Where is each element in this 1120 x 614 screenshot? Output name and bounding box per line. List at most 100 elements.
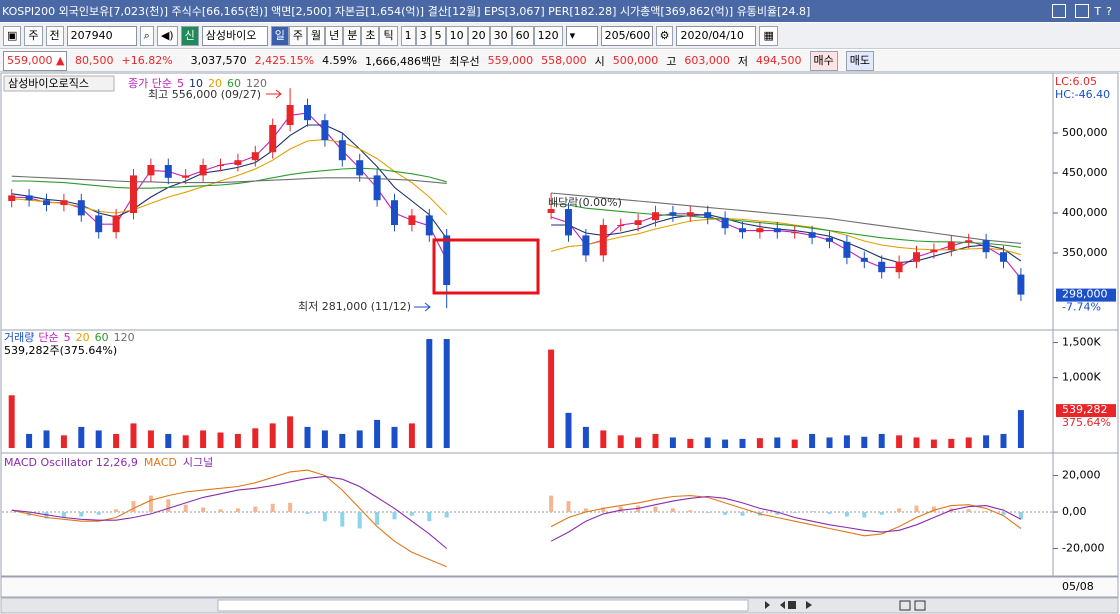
oscillator-bar	[322, 512, 327, 522]
prev-button[interactable]: 전	[45, 25, 64, 46]
volume-bar	[739, 438, 746, 448]
candle-body	[217, 165, 224, 166]
candle-body	[704, 212, 712, 218]
toolbar-button[interactable]: 10	[445, 25, 468, 46]
candle-body	[617, 225, 625, 226]
oscillator-bar	[827, 512, 832, 514]
line	[11, 475, 1022, 549]
oscillator-bar	[253, 506, 258, 513]
candle-body	[199, 165, 207, 176]
legend-item: 시그널	[183, 456, 213, 469]
candle-body	[77, 200, 85, 216]
candle-body	[443, 235, 451, 285]
candle-body	[843, 241, 851, 258]
name-input[interactable]: 삼성바이오	[201, 25, 268, 46]
scroll-thumb[interactable]	[217, 599, 749, 612]
volume-bar	[652, 433, 659, 448]
scroll-buttons[interactable]	[765, 600, 1108, 611]
x-axis-bar	[0, 576, 1119, 598]
y-tick-label: 20,000	[1062, 469, 1101, 482]
oscillator-bar	[61, 512, 66, 518]
candle-body	[408, 215, 416, 225]
volume-bar	[774, 437, 781, 448]
oscillator-bar	[583, 508, 588, 513]
toolbar-button[interactable]: 120	[533, 25, 563, 46]
candle-body	[304, 105, 311, 121]
current-label: 539,282	[1062, 403, 1108, 416]
tool-button[interactable]: ▦	[759, 25, 778, 46]
tool-button[interactable]: ⚙	[655, 25, 674, 46]
date-input[interactable]: 2020/04/10	[676, 25, 757, 46]
volume-bar	[1017, 410, 1024, 448]
toolbar-button[interactable]: 60	[511, 25, 534, 46]
new-tag[interactable]: 신	[180, 25, 199, 46]
toolbar-button[interactable]: 일	[270, 25, 289, 46]
candle-body	[791, 232, 799, 234]
toolbar-button[interactable]: 1	[400, 25, 416, 46]
candle-body	[112, 215, 120, 233]
candle-body	[373, 175, 381, 201]
toolbar-button[interactable]: 분	[343, 25, 362, 46]
candle-body	[930, 249, 938, 253]
price-arrow: ▲	[56, 53, 65, 67]
volume-bar	[687, 438, 694, 448]
candle-body	[1000, 252, 1007, 262]
oscillator-bar	[131, 501, 136, 513]
icon-text[interactable]: ?	[1106, 4, 1112, 18]
candle-body	[8, 195, 16, 201]
candle-body	[686, 212, 694, 216]
arrow	[414, 302, 431, 312]
high: 603,000	[684, 54, 730, 67]
oscillator-bar	[79, 512, 84, 517]
toolbar-button[interactable]: 30	[489, 25, 512, 46]
macd-panel	[2, 469, 1053, 568]
volume-bar	[426, 339, 433, 448]
toolbar-button[interactable]: 초	[361, 25, 380, 46]
code-input[interactable]: 207940	[66, 25, 137, 46]
change: 80,500	[75, 54, 114, 67]
oscillator-bar	[984, 511, 989, 513]
period-select[interactable]: 주	[24, 25, 43, 46]
bid: 558,000	[541, 54, 587, 67]
oscillator-bar	[375, 512, 380, 525]
candle-body	[234, 160, 242, 165]
candle-body	[808, 232, 816, 238]
volume-bar	[635, 437, 642, 448]
volume-bar	[165, 433, 172, 448]
oscillator-bar	[670, 508, 675, 513]
toolbar-button[interactable]: 5	[430, 25, 446, 46]
y-tick-label: 500,000	[1062, 126, 1108, 139]
oscillator-bar	[235, 508, 240, 513]
dropdown[interactable]: ▾	[565, 25, 598, 46]
toolbar-button[interactable]: 틱	[379, 25, 398, 46]
toolbar-button[interactable]: 주	[288, 25, 307, 46]
icon-text[interactable]: T	[1094, 4, 1102, 18]
candle-body	[895, 261, 903, 273]
volume-bar	[339, 433, 346, 448]
title-bar: KOSPI200 외국인보유[7,023(천)] 주식수[66,165(천)] …	[0, 0, 1120, 22]
toolbar-button[interactable]: 20	[467, 25, 490, 46]
icon[interactable]	[1075, 4, 1090, 18]
toolbar-button[interactable]: 년	[325, 25, 344, 46]
toolbar-button[interactable]: 월	[306, 25, 326, 46]
icon[interactable]	[1052, 4, 1067, 18]
volume-bar	[269, 423, 276, 448]
volume-bar	[965, 437, 972, 448]
sound-button[interactable]: ◀)	[156, 25, 178, 46]
oscillator-bar	[897, 508, 902, 513]
y-tick-label: 1,000K	[1062, 371, 1101, 384]
volume-summary: 539,282주(375.64%)	[4, 344, 117, 357]
oscillator-bar	[879, 512, 884, 515]
buy-button[interactable]: 매수	[809, 50, 838, 71]
toolbar-button[interactable]: 3	[415, 25, 431, 46]
candle-body	[147, 165, 155, 176]
count-input[interactable]: 205/600	[600, 25, 653, 46]
rate: +16.82%	[121, 54, 173, 67]
candle-body	[860, 257, 868, 262]
menu-button[interactable]: ▣	[3, 25, 22, 46]
high-label: 고	[666, 54, 677, 68]
search-button[interactable]: ⌕	[139, 25, 154, 46]
sell-button[interactable]: 매도	[845, 50, 875, 71]
chart-title: 삼성바이오로직스	[8, 77, 89, 90]
